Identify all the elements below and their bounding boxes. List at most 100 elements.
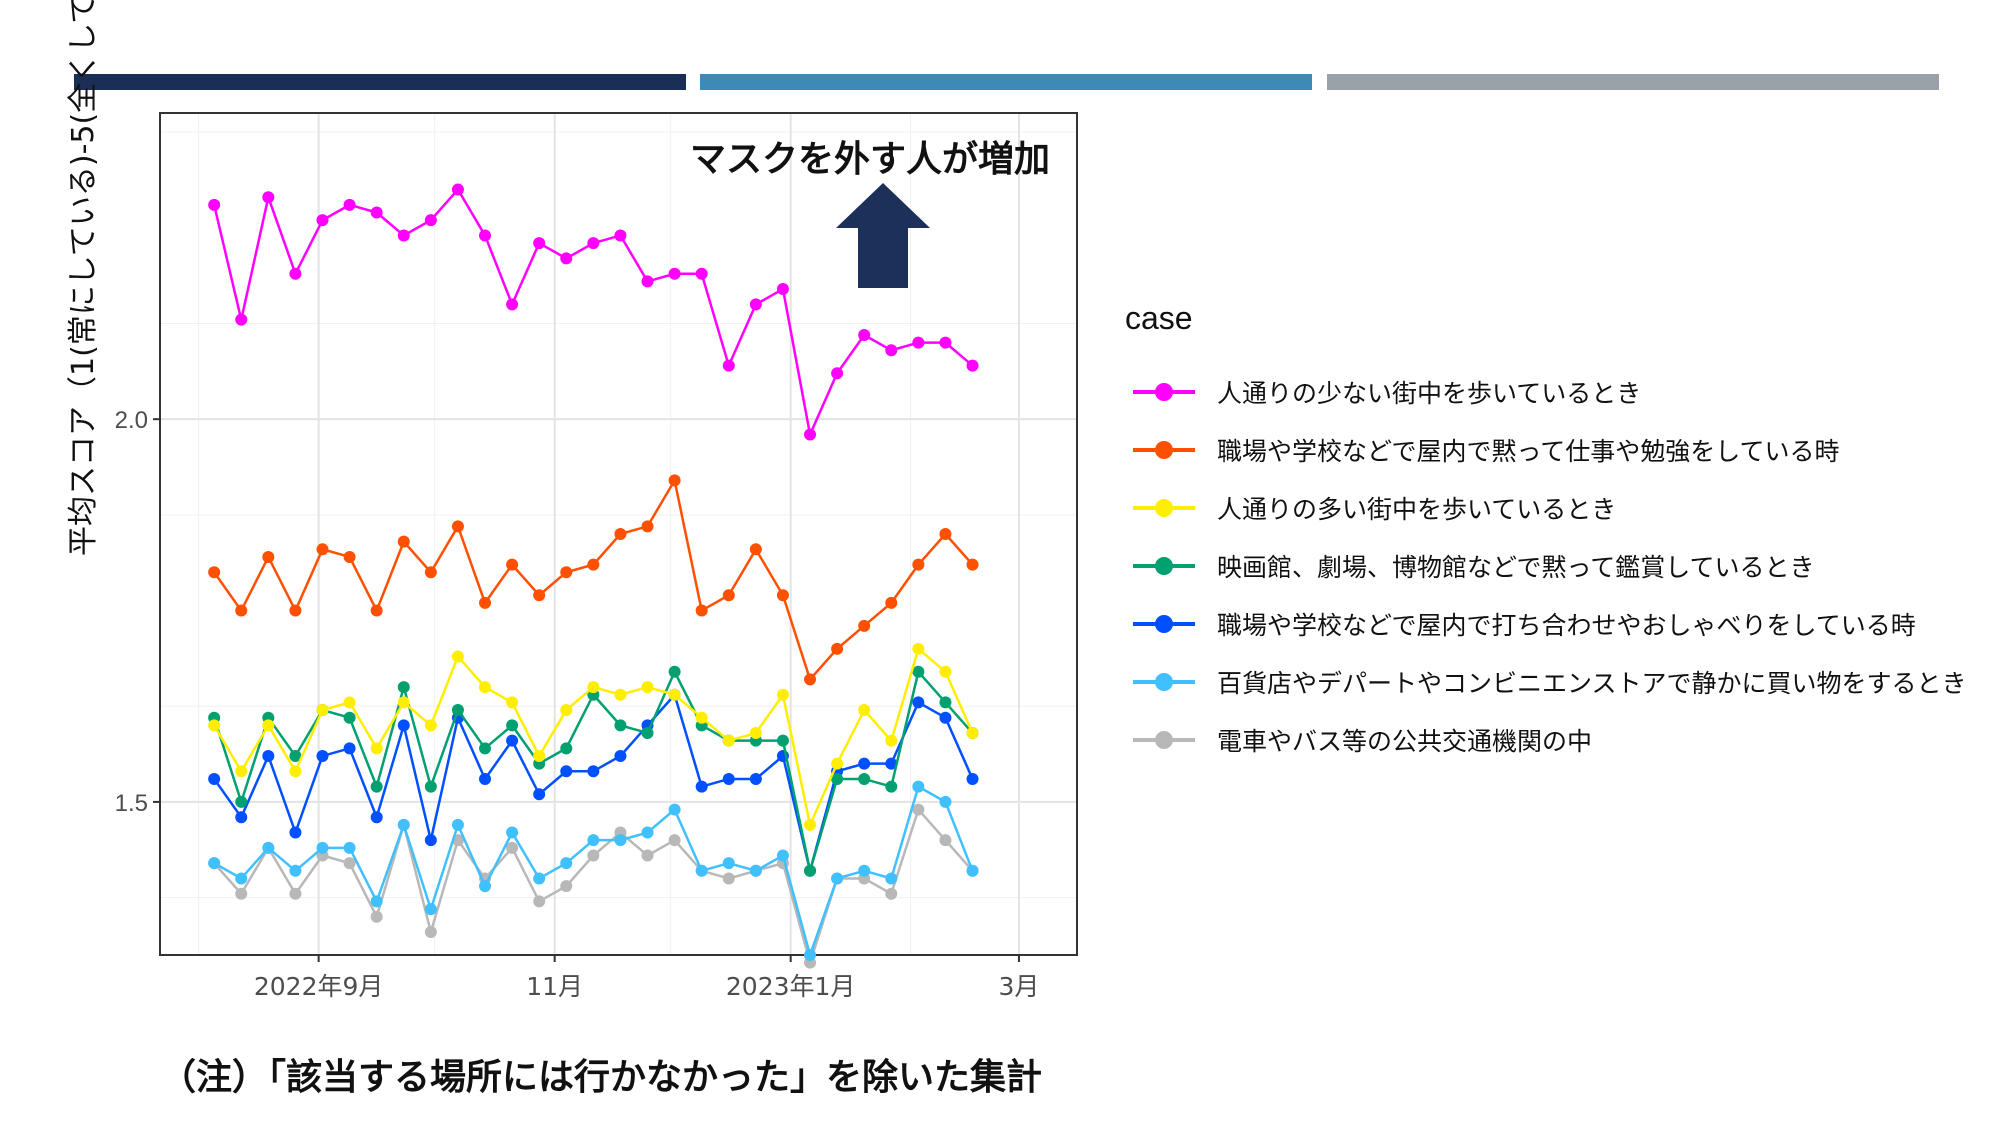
data-point [912, 558, 925, 571]
data-point [695, 267, 708, 280]
data-point [885, 344, 898, 357]
x-tick-label: 2022年9月 [254, 972, 384, 1001]
data-point [451, 183, 464, 196]
legend-item: 人通りの多い街中を歩いているとき [1125, 479, 1967, 537]
data-point [587, 765, 600, 778]
data-point [749, 298, 762, 311]
data-point [722, 589, 735, 602]
data-point [776, 734, 789, 747]
data-point [614, 749, 627, 762]
legend-key [1133, 498, 1195, 518]
data-point [695, 604, 708, 617]
data-point [722, 857, 735, 870]
data-point [695, 780, 708, 793]
data-point [885, 757, 898, 770]
data-point [370, 910, 383, 923]
data-point [858, 619, 871, 632]
data-point [885, 734, 898, 747]
data-point [289, 604, 302, 617]
data-point [424, 566, 437, 579]
data-point [858, 772, 871, 785]
data-point [424, 926, 437, 939]
data-point [208, 566, 221, 579]
data-point [424, 780, 437, 793]
data-point [235, 887, 248, 900]
data-point [939, 665, 952, 678]
data-point [641, 727, 654, 740]
legend-item: 人通りの少ない街中を歩いているとき [1125, 363, 1967, 421]
data-point [614, 528, 627, 540]
legend: case 人通りの少ない街中を歩いているとき職場や学校などで屋内で黙って仕事や勉… [1125, 300, 1967, 769]
x-tick-label: 2023年1月 [726, 972, 856, 1001]
data-point [343, 696, 356, 709]
data-point [343, 742, 356, 755]
data-point [966, 727, 979, 740]
legend-dot [1155, 441, 1173, 459]
legend-label: 職場や学校などで屋内で黙って仕事や勉強をしている時 [1217, 437, 1840, 466]
data-point [235, 872, 248, 885]
data-point [560, 742, 573, 755]
data-point [235, 795, 248, 808]
data-point [641, 849, 654, 862]
data-point [316, 704, 329, 717]
data-point [776, 849, 789, 862]
data-point [722, 772, 735, 785]
data-point [560, 765, 573, 778]
data-point [641, 275, 654, 288]
data-point [343, 711, 356, 724]
data-point [208, 772, 221, 785]
data-point [235, 604, 248, 617]
data-point [668, 474, 681, 487]
data-point [370, 206, 383, 219]
data-point [506, 826, 519, 839]
data-point [912, 803, 925, 816]
legend-label: 映画館、劇場、博物館などで黙って鑑賞しているとき [1217, 553, 1815, 582]
data-point [343, 857, 356, 870]
legend-item: 映画館、劇場、博物館などで黙って鑑賞しているとき [1125, 537, 1967, 595]
data-point [235, 313, 248, 326]
data-point [722, 359, 735, 372]
up-arrow-icon [836, 183, 930, 288]
data-point [831, 772, 844, 785]
data-point [289, 864, 302, 877]
data-point [451, 650, 464, 663]
data-point [397, 229, 410, 242]
data-point [776, 688, 789, 701]
legend-item: 職場や学校などで屋内で打ち合わせやおしゃべりをしている時 [1125, 595, 1967, 653]
data-point [966, 864, 979, 877]
data-point [424, 903, 437, 916]
legend-key [1133, 730, 1195, 750]
legend-key [1133, 614, 1195, 634]
decor-bar-navy [74, 74, 686, 90]
data-point [722, 734, 735, 747]
data-point [506, 719, 519, 732]
data-point [749, 772, 762, 785]
data-point [668, 665, 681, 678]
data-point [749, 864, 762, 877]
data-point [533, 895, 546, 908]
data-point [614, 229, 627, 242]
legend-dot [1155, 615, 1173, 633]
y-axis-label: 平均スコア（1(常にしている)-5(全くしていない)) [66, 0, 101, 556]
data-point [966, 558, 979, 571]
data-point [397, 696, 410, 709]
data-point [804, 949, 817, 961]
data-point [939, 795, 952, 808]
data-point [208, 857, 221, 870]
legend-item: 職場や学校などで屋内で黙って仕事や勉強をしている時 [1125, 421, 1967, 479]
data-point [370, 742, 383, 755]
data-point [939, 336, 952, 349]
legend-title: case [1125, 300, 1193, 336]
data-point [533, 872, 546, 885]
data-point [885, 780, 898, 793]
legend-item: 電車やバス等の公共交通機関の中 [1125, 711, 1967, 769]
data-point [858, 328, 871, 341]
data-point [397, 681, 410, 694]
data-point [262, 550, 275, 563]
legend-label: 人通りの多い街中を歩いているとき [1217, 495, 1617, 524]
legend-items: 人通りの少ない街中を歩いているとき職場や学校などで屋内で黙って仕事や勉強をしてい… [1125, 363, 1967, 769]
data-point [343, 550, 356, 563]
data-point [560, 566, 573, 579]
data-point [397, 818, 410, 831]
legend-dot [1155, 499, 1173, 517]
